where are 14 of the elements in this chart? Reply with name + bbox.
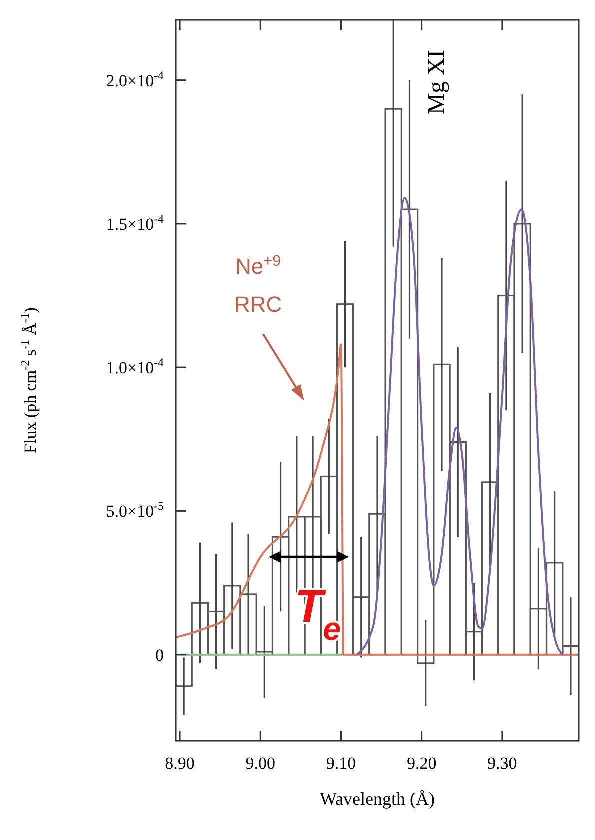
y-tick-label: 2.0×10$^{-4}$ bbox=[106, 68, 164, 90]
text: Ne$^{+9}$ RRC bbox=[234, 252, 282, 318]
x-tick-label: 8.90 bbox=[165, 754, 195, 773]
y-tick-label: 1.0×10$^{-4}$ bbox=[106, 356, 164, 378]
y-tick-label: 1.5×10$^{-4}$ bbox=[106, 212, 164, 234]
y-tick-label: 0 bbox=[156, 646, 164, 665]
x-axis-title: Wavelength (Å) bbox=[320, 789, 436, 809]
x-tick-label: 9.00 bbox=[246, 754, 276, 773]
x-tick-label: 9.20 bbox=[406, 754, 437, 773]
x-tick-label: 9.30 bbox=[488, 754, 518, 773]
y-tick-label: 5.0×10$^{-5}$ bbox=[106, 499, 164, 522]
line-series bbox=[176, 344, 579, 656]
annotation: Mg XI bbox=[424, 50, 450, 115]
x-tick-label: 9.10 bbox=[326, 754, 356, 773]
